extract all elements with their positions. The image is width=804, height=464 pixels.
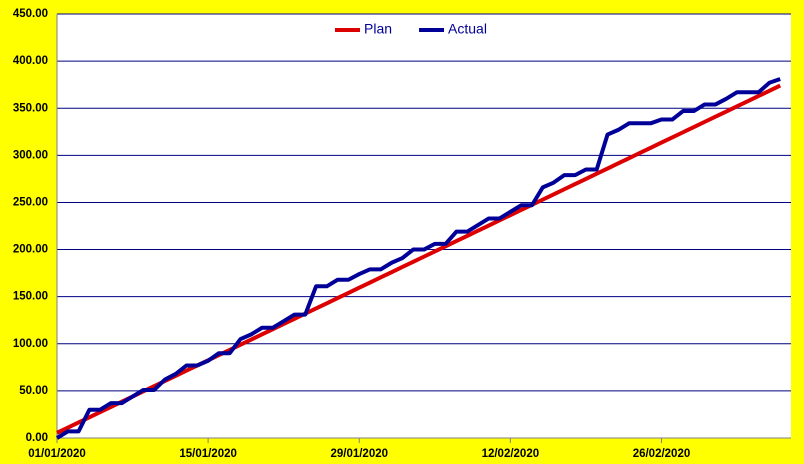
y-tick-label: 150.00 (13, 291, 48, 303)
y-tick-label: 450.00 (13, 8, 48, 20)
x-tick-label: 01/01/2020 (28, 448, 86, 460)
plot-area (57, 14, 791, 438)
y-tick-label: 0.00 (26, 432, 48, 444)
y-tick-label: 100.00 (13, 338, 48, 350)
y-tick-label: 300.00 (13, 149, 48, 161)
y-tick-label: 50.00 (19, 385, 48, 397)
x-tick-label: 15/01/2020 (179, 448, 237, 460)
series-line (55, 77, 781, 440)
x-tick-label: 29/01/2020 (330, 448, 388, 460)
x-tick-label: 26/02/2020 (633, 448, 691, 460)
y-tick-label: 250.00 (13, 196, 48, 208)
legend-label: Actual (448, 21, 487, 37)
y-tick-label: 400.00 (13, 55, 48, 67)
legend-label: Plan (364, 21, 392, 37)
y-tick-label: 200.00 (13, 244, 48, 256)
y-tick-label: 350.00 (13, 102, 48, 114)
x-tick-label: 12/02/2020 (482, 448, 540, 460)
